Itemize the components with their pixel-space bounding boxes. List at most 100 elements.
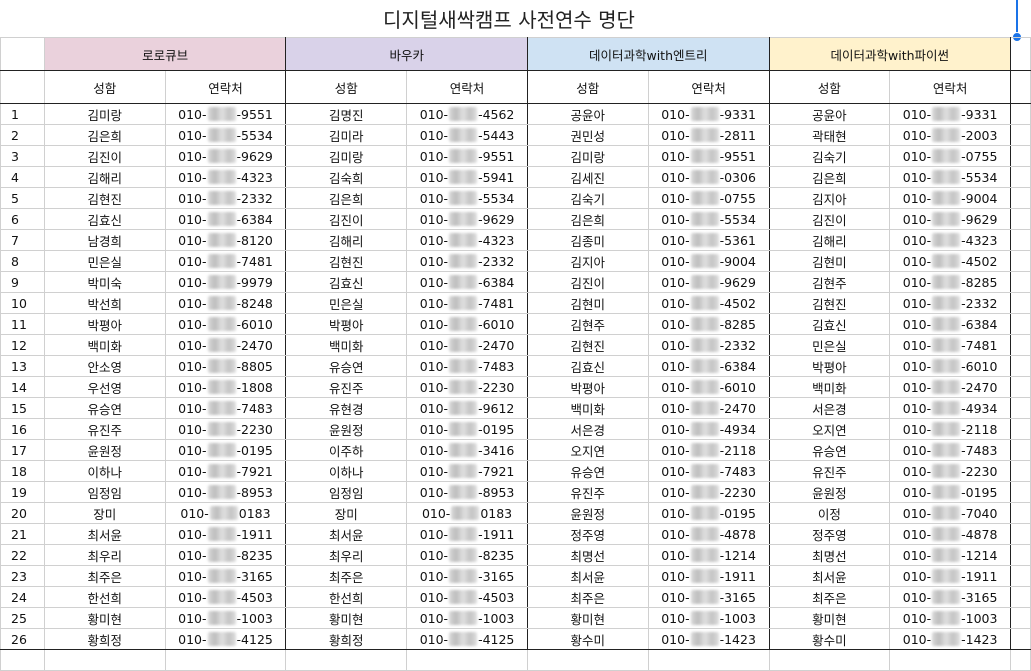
- contact-cell[interactable]: 010- -6010: [406, 313, 528, 335]
- empty-cell[interactable]: [647, 649, 770, 671]
- contact-header-cell[interactable]: 연락처: [889, 70, 1012, 104]
- contact-cell[interactable]: 010- -4503: [164, 586, 287, 608]
- contact-cell[interactable]: 010- -1911: [164, 523, 287, 545]
- empty-cell[interactable]: [1010, 70, 1031, 104]
- empty-cell[interactable]: [1010, 271, 1031, 293]
- corner-cell[interactable]: [0, 37, 45, 71]
- empty-cell[interactable]: [1010, 376, 1031, 398]
- row-number-cell[interactable]: 3: [0, 145, 45, 167]
- name-cell[interactable]: 최서윤: [43, 523, 166, 545]
- name-cell[interactable]: 안소영: [43, 355, 166, 377]
- name-cell[interactable]: 이하나: [285, 460, 408, 482]
- contact-cell[interactable]: 010- -0195: [647, 502, 770, 524]
- empty-cell[interactable]: [285, 649, 408, 671]
- contact-cell[interactable]: 010- -9551: [406, 145, 528, 167]
- name-cell[interactable]: 김현미: [768, 250, 891, 272]
- contact-cell[interactable]: 010- -4323: [889, 229, 1012, 251]
- contact-cell[interactable]: 010- -4934: [647, 418, 770, 440]
- contact-cell[interactable]: 010- -6384: [889, 313, 1012, 335]
- contact-cell[interactable]: 010- -8120: [164, 229, 287, 251]
- contact-cell[interactable]: 010- -8285: [647, 313, 770, 335]
- name-cell[interactable]: 장미: [43, 502, 166, 524]
- empty-cell[interactable]: [1010, 250, 1031, 272]
- name-cell[interactable]: 서은경: [526, 418, 649, 440]
- name-cell[interactable]: 황희정: [285, 628, 408, 650]
- name-cell[interactable]: 최서윤: [768, 565, 891, 587]
- name-cell[interactable]: 황희정: [43, 628, 166, 650]
- empty-cell[interactable]: [1010, 418, 1031, 440]
- name-cell[interactable]: 황미현: [768, 607, 891, 629]
- name-cell[interactable]: 황미현: [285, 607, 408, 629]
- contact-cell[interactable]: 010- -0195: [889, 481, 1012, 503]
- name-cell[interactable]: 유현경: [285, 397, 408, 419]
- contact-cell[interactable]: 010- -7483: [889, 439, 1012, 461]
- name-cell[interactable]: 백미화: [43, 334, 166, 356]
- contact-cell[interactable]: 010- -9331: [647, 103, 770, 125]
- name-cell[interactable]: 유진주: [768, 460, 891, 482]
- contact-cell[interactable]: 010- -9629: [647, 271, 770, 293]
- contact-cell[interactable]: 010- -8248: [164, 292, 287, 314]
- contact-cell[interactable]: 010- -3165: [889, 586, 1012, 608]
- contact-cell[interactable]: 010- -1911: [647, 565, 770, 587]
- row-number-cell[interactable]: 17: [0, 439, 45, 461]
- empty-cell[interactable]: [1010, 124, 1031, 146]
- name-cell[interactable]: 김효신: [43, 208, 166, 230]
- name-cell[interactable]: 김미랑: [526, 145, 649, 167]
- contact-cell[interactable]: 010- -7481: [889, 334, 1012, 356]
- name-cell[interactable]: 김해리: [43, 166, 166, 188]
- contact-cell[interactable]: 010- -5941: [406, 166, 528, 188]
- name-cell[interactable]: 이주하: [285, 439, 408, 461]
- empty-cell[interactable]: [889, 649, 1012, 671]
- empty-cell[interactable]: [1010, 502, 1031, 524]
- name-cell[interactable]: 김현미: [526, 292, 649, 314]
- name-cell[interactable]: 백미화: [768, 376, 891, 398]
- name-cell[interactable]: 김효신: [768, 313, 891, 335]
- row-number-cell[interactable]: 5: [0, 187, 45, 209]
- name-cell[interactable]: 최우리: [43, 544, 166, 566]
- contact-cell[interactable]: 010- -0306: [647, 166, 770, 188]
- group-header-cell[interactable]: 데이터과학with파이썬: [768, 37, 1012, 71]
- name-cell[interactable]: 황미현: [526, 607, 649, 629]
- empty-cell[interactable]: [1010, 439, 1031, 461]
- name-cell[interactable]: 김현진: [768, 292, 891, 314]
- row-number-cell[interactable]: 1: [0, 103, 45, 125]
- name-cell[interactable]: 김현진: [526, 334, 649, 356]
- empty-cell[interactable]: [1010, 292, 1031, 314]
- name-cell[interactable]: 최명선: [526, 544, 649, 566]
- contact-cell[interactable]: 010- -9551: [647, 145, 770, 167]
- contact-cell[interactable]: 010- -9979: [164, 271, 287, 293]
- contact-cell[interactable]: 010- -3165: [164, 565, 287, 587]
- empty-cell[interactable]: [43, 649, 166, 671]
- name-cell[interactable]: 윤원정: [285, 418, 408, 440]
- contact-cell[interactable]: 010- -4934: [889, 397, 1012, 419]
- contact-cell[interactable]: 010- 0183: [406, 502, 528, 524]
- contact-cell[interactable]: 010- -8953: [164, 481, 287, 503]
- name-cell[interactable]: 최주은: [285, 565, 408, 587]
- name-cell[interactable]: 최주은: [768, 586, 891, 608]
- row-number-cell[interactable]: 23: [0, 565, 45, 587]
- contact-cell[interactable]: 010- -4503: [406, 586, 528, 608]
- row-number-cell[interactable]: 15: [0, 397, 45, 419]
- name-cell[interactable]: 김은희: [526, 208, 649, 230]
- contact-cell[interactable]: 010- -7483: [164, 397, 287, 419]
- empty-cell[interactable]: [406, 649, 528, 671]
- name-cell[interactable]: 김지아: [526, 250, 649, 272]
- contact-cell[interactable]: 010- -2470: [647, 397, 770, 419]
- contact-cell[interactable]: 010- -5443: [406, 124, 528, 146]
- row-number-cell[interactable]: 12: [0, 334, 45, 356]
- name-cell[interactable]: 김효신: [285, 271, 408, 293]
- name-cell[interactable]: 김해리: [285, 229, 408, 251]
- contact-cell[interactable]: 010- -2332: [164, 187, 287, 209]
- name-cell[interactable]: 김진이: [768, 208, 891, 230]
- title-cell[interactable]: 디지털새싹캠프 사전연수 명단: [0, 0, 1018, 38]
- empty-cell[interactable]: [1010, 187, 1031, 209]
- contact-cell[interactable]: 010- -6010: [647, 376, 770, 398]
- contact-cell[interactable]: 010- -6010: [889, 355, 1012, 377]
- name-cell[interactable]: 김미랑: [43, 103, 166, 125]
- name-cell[interactable]: 최서윤: [285, 523, 408, 545]
- name-cell[interactable]: 서은경: [768, 397, 891, 419]
- row-number-cell[interactable]: 11: [0, 313, 45, 335]
- name-cell[interactable]: 최우리: [285, 544, 408, 566]
- contact-cell[interactable]: 010- -3165: [647, 586, 770, 608]
- contact-cell[interactable]: 010- -1003: [647, 607, 770, 629]
